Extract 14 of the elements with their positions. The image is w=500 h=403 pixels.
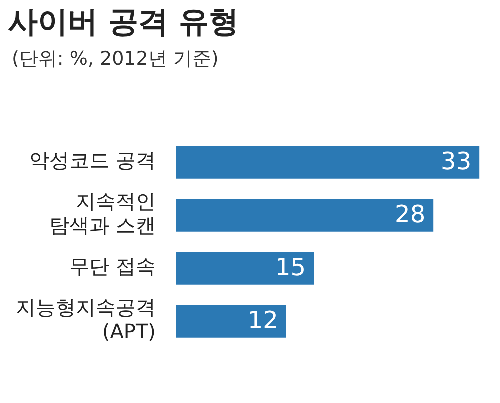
bar (176, 146, 480, 179)
data-label: 12 (248, 306, 278, 335)
bar (176, 305, 286, 338)
data-label: 28 (395, 200, 426, 229)
data-label: 33 (441, 148, 472, 176)
bar (176, 199, 434, 232)
chart-subtitle: (단위: %, 2012년 기준) (12, 47, 219, 72)
chart-title: 사이버 공격 유형 (8, 4, 239, 42)
data-label: 15 (275, 254, 306, 282)
bar (176, 252, 314, 285)
y-tick-label: 지능형지속공격 (APT) (16, 296, 156, 344)
y-tick-label: 지속적인 탐색과 스캔 (50, 190, 156, 238)
y-tick-label: 무단 접속 (70, 254, 156, 279)
y-tick-label: 악성코드 공격 (30, 148, 156, 173)
